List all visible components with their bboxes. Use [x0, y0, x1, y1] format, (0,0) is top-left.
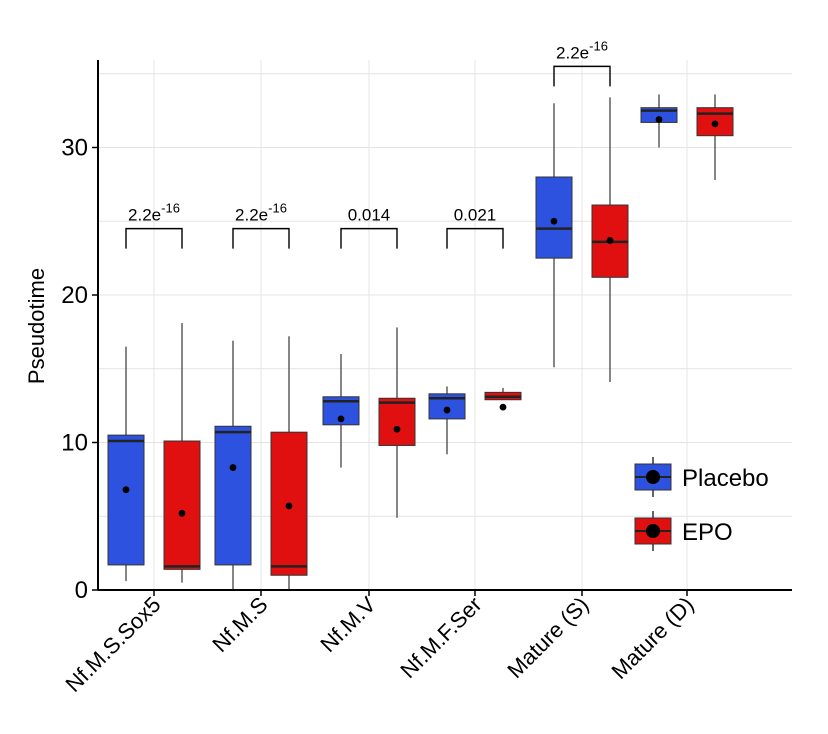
sig-label-base: 2.2e	[556, 43, 589, 62]
sig-bracket-2: 0.014	[340, 206, 398, 249]
sig-label: 2.2e-16	[556, 38, 608, 62]
mean-point	[178, 509, 186, 517]
box-placebo-0	[107, 346, 145, 582]
legend-item-placebo: Placebo	[634, 457, 769, 497]
mean-point	[393, 425, 401, 433]
sig-label-base: 0.014	[348, 206, 391, 225]
grid-lines	[98, 60, 792, 591]
box-epo-0	[163, 323, 201, 583]
y-axis-label: Pseudotime	[24, 268, 49, 384]
x-tick-label: Mature (D)	[607, 592, 699, 684]
y-tick-label: 0	[75, 577, 88, 604]
sig-bracket-4: 2.2e-16	[553, 38, 611, 87]
bracket-line	[232, 227, 290, 249]
bracket-line	[340, 227, 398, 249]
mean-point	[711, 120, 719, 128]
mean-point	[655, 116, 663, 123]
mean-point	[337, 415, 345, 423]
legend-mean-dot	[646, 524, 660, 538]
box-rect	[107, 434, 145, 566]
sig-label: 0.014	[348, 206, 391, 225]
mean-point	[499, 403, 507, 411]
x-tick-label: Mature (S)	[502, 592, 593, 683]
y-tick-label: 20	[61, 282, 88, 309]
mean-point	[122, 486, 130, 494]
sig-label-base: 2.2e	[128, 206, 161, 225]
y-tick-label: 30	[61, 135, 88, 162]
box-rect	[378, 397, 416, 446]
box-epo-4	[591, 97, 629, 383]
box-placebo-2	[322, 354, 360, 468]
legend-label: Placebo	[682, 465, 769, 492]
sig-label-base: 0.021	[454, 206, 497, 225]
box-epo-2	[378, 327, 416, 518]
box-placebo-3	[428, 386, 466, 455]
sig-label-exponent: -16	[268, 201, 287, 216]
y-tick-label: 10	[61, 430, 88, 457]
sig-label-exponent: -16	[161, 201, 180, 216]
legend-item-epo: EPO	[634, 511, 733, 551]
sig-label: 2.2e-16	[128, 201, 180, 225]
box-layer	[107, 94, 734, 590]
sig-bracket-0: 2.2e-16	[125, 201, 183, 249]
axes: 0 10 20 30 Nf.M.S.Sox5 Nf.M.S Nf.M.V Nf.M.F.Ser…	[61, 60, 792, 697]
sig-label-base: 2.2e	[235, 206, 268, 225]
legend: Placebo EPO	[634, 457, 769, 551]
box-epo-3	[484, 387, 522, 411]
box-rect	[163, 440, 201, 570]
mean-point	[550, 217, 558, 225]
mean-point	[229, 464, 237, 471]
box-placebo-1	[214, 340, 252, 590]
bracket-line	[553, 65, 611, 87]
bracket-line	[446, 227, 504, 249]
box-rect	[535, 176, 573, 259]
sig-label: 2.2e-16	[235, 201, 287, 225]
x-tick-label: Nf.M.S	[207, 592, 272, 657]
sig-label: 0.021	[454, 206, 497, 225]
mean-point	[285, 502, 293, 510]
sig-bracket-3: 0.021	[446, 206, 504, 249]
box-epo-5	[696, 94, 734, 180]
legend-label: EPO	[682, 519, 733, 546]
sig-label-exponent: -16	[589, 38, 608, 53]
x-tick-label: Nf.M.F.Ser	[395, 592, 486, 683]
x-tick-label: Nf.M.V	[315, 592, 380, 657]
sig-bracket-1: 2.2e-16	[232, 201, 290, 249]
box-epo-1	[270, 336, 308, 590]
x-tick-label: Nf.M.S.Sox5	[61, 592, 166, 697]
box-placebo-4	[535, 103, 573, 368]
legend-mean-dot	[646, 470, 660, 484]
bracket-line	[125, 227, 183, 249]
mean-point	[606, 237, 614, 244]
box-placebo-5	[640, 94, 678, 148]
mean-point	[443, 406, 451, 414]
box-rect	[214, 425, 252, 566]
